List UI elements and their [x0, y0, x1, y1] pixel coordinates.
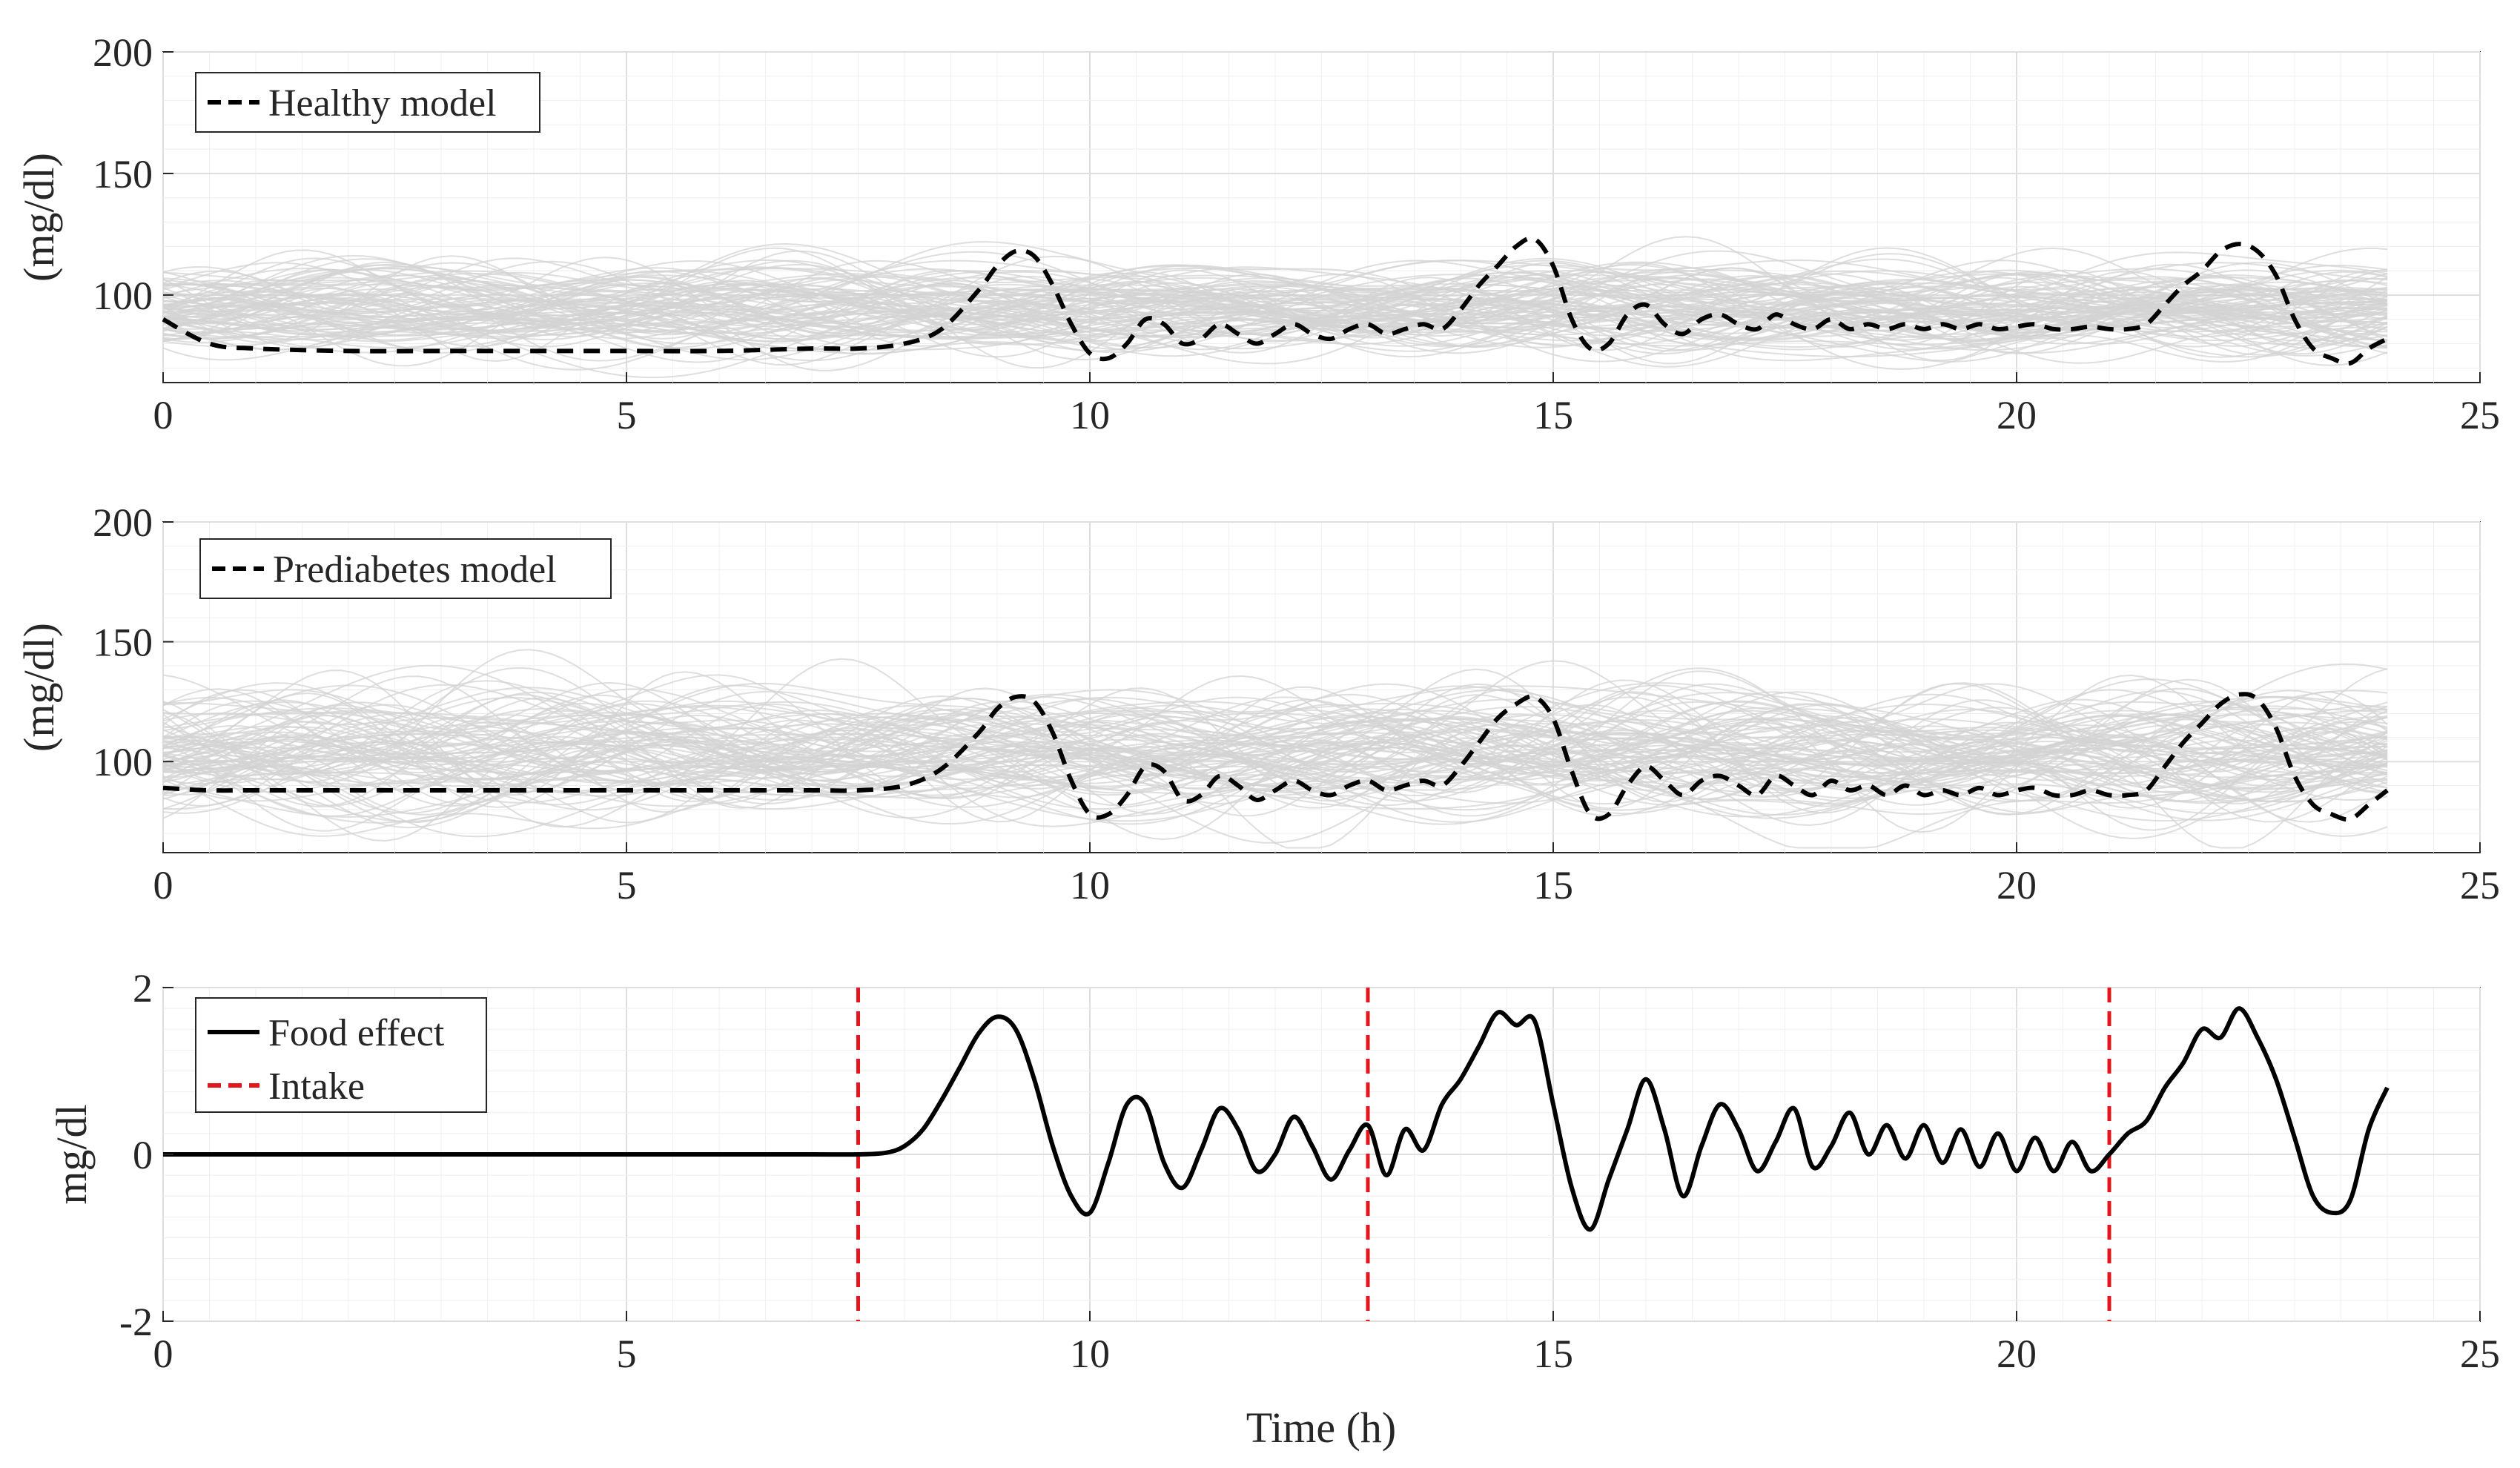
simulation-curve	[162, 663, 2388, 781]
simulation-curve	[162, 674, 2388, 799]
simulation-curve	[162, 279, 2388, 371]
x-tick-label: 5	[617, 1332, 637, 1376]
simulation-curve	[162, 716, 2388, 816]
simulation-curve	[162, 683, 2388, 808]
healthy-y-axis-label: (mg/dl)	[15, 153, 63, 282]
simulation-curve	[162, 658, 2388, 786]
prediabetes-model-line	[162, 692, 2389, 822]
x-tick-label: 25	[2460, 1332, 2500, 1376]
food-effect-legend-box	[195, 997, 487, 1113]
simulation-curve	[162, 712, 2388, 787]
healthy-legend-label: Healthy model	[268, 82, 497, 125]
prediabetes-legend-label: Prediabetes model	[273, 549, 557, 591]
food-effect-y-axis-label: mg/dl	[47, 1104, 96, 1204]
x-tick-label: 15	[1533, 1332, 1573, 1376]
simulation-curve	[162, 707, 2388, 844]
simulation-curve	[162, 258, 2388, 325]
simulation-curve	[162, 283, 2388, 332]
x-tick-label: 10	[1070, 393, 1110, 437]
food-effect-line	[162, 1006, 2390, 1232]
y-tick-label: 2	[133, 966, 153, 1011]
healthy-x-ticks: 0 5 10 15 20 25	[153, 372, 2500, 437]
healthy-y-ticks: 100 150 200	[93, 30, 173, 318]
y-tick-label: 100	[93, 274, 153, 318]
simulation-curve	[162, 273, 2388, 344]
food-effect-x-ticks: 0 5 10 15 20 25	[153, 1311, 2500, 1376]
simulation-curve	[162, 649, 2388, 777]
food-effect-legend-label: Food effect	[268, 1012, 445, 1054]
simulation-curve	[162, 263, 2388, 348]
x-axis-label: Time (h)	[1246, 1403, 1397, 1452]
simulation-curve	[162, 698, 2388, 802]
prediabetes-legend-box	[199, 538, 612, 599]
simulation-curve	[162, 746, 2388, 838]
prediabetes-x-ticks: 0 5 10 15 20 25	[153, 842, 2500, 907]
y-tick-label: 150	[93, 621, 153, 665]
y-tick-label: 0	[133, 1133, 153, 1177]
x-tick-label: 5	[617, 863, 637, 907]
food-effect-y-ticks: -2 0 2	[119, 966, 173, 1344]
y-tick-label: -2	[119, 1300, 153, 1344]
x-tick-label: 20	[1997, 1332, 2037, 1376]
simulation-curve	[162, 269, 2388, 317]
x-tick-label: 0	[153, 863, 173, 907]
simulation-curve	[162, 274, 2388, 341]
prediabetes-panel: 0 5 10 15 20 25 100 150 200 (mg/dl) Prediabetes…	[15, 500, 2500, 907]
food-effect-panel: 0 5 10 15 20 25 -202 mg/dl Time (h) Food effe…	[47, 966, 2500, 1452]
simulation-curve	[162, 741, 2388, 849]
simulation-curve	[162, 247, 2388, 331]
x-tick-label: 25	[2460, 863, 2500, 907]
prediabetes-y-ticks: 100 150 200	[93, 500, 173, 784]
x-tick-label: 0	[153, 1332, 173, 1376]
x-tick-label: 20	[1997, 863, 2037, 907]
simulation-curve	[162, 270, 2388, 321]
intake-legend-label: Intake	[268, 1065, 365, 1108]
healthy-legend: Healthy model	[195, 72, 540, 133]
simulation-curve	[162, 688, 2388, 774]
x-tick-label: 5	[617, 393, 637, 437]
y-tick-label: 200	[93, 30, 153, 75]
healthy-model-line	[162, 236, 2389, 366]
prediabetes-y-axis-label: (mg/dl)	[15, 623, 63, 752]
y-tick-label: 200	[93, 500, 153, 545]
simulation-curve	[162, 735, 2388, 807]
simulation-curve	[162, 687, 2388, 741]
x-tick-label: 10	[1070, 1332, 1110, 1376]
x-tick-label: 10	[1070, 863, 1110, 907]
x-tick-label: 20	[1997, 393, 2037, 437]
simulation-curve	[162, 282, 2388, 362]
simulation-curve	[162, 675, 2388, 778]
simulation-curve	[162, 250, 2388, 325]
food-effect-grid	[162, 987, 2481, 1322]
simulation-curve	[162, 711, 2388, 814]
simulation-curve	[162, 278, 2388, 337]
simulation-curve	[162, 257, 2388, 314]
x-tick-label: 25	[2460, 393, 2500, 437]
healthy-simulation-curves	[162, 236, 2388, 379]
simulation-curve	[162, 241, 2388, 325]
simulation-curve	[162, 702, 2388, 804]
prediabetes-simulation-curves	[162, 649, 2388, 849]
simulation-curve	[162, 708, 2388, 778]
x-tick-label: 0	[153, 393, 173, 437]
simulation-curve	[162, 297, 2388, 351]
simulation-curve	[162, 275, 2388, 348]
x-tick-label: 15	[1533, 863, 1573, 907]
prediabetes-legend: Prediabetes model	[199, 538, 612, 599]
food-effect-legend: Food effect Intake	[195, 997, 487, 1113]
y-tick-label: 100	[93, 740, 153, 784]
healthy-panel: 0 5 10 15 20 25 100 150 200 (mg/dl) Healthy mod…	[15, 30, 2500, 437]
simulation-curve	[162, 713, 2388, 823]
simulation-curve	[162, 282, 2388, 371]
x-tick-label: 15	[1533, 393, 1573, 437]
y-tick-label: 150	[93, 152, 153, 196]
simulation-curve	[162, 680, 2388, 781]
simulation-curve	[162, 261, 2388, 343]
simulation-curve	[162, 267, 2388, 346]
